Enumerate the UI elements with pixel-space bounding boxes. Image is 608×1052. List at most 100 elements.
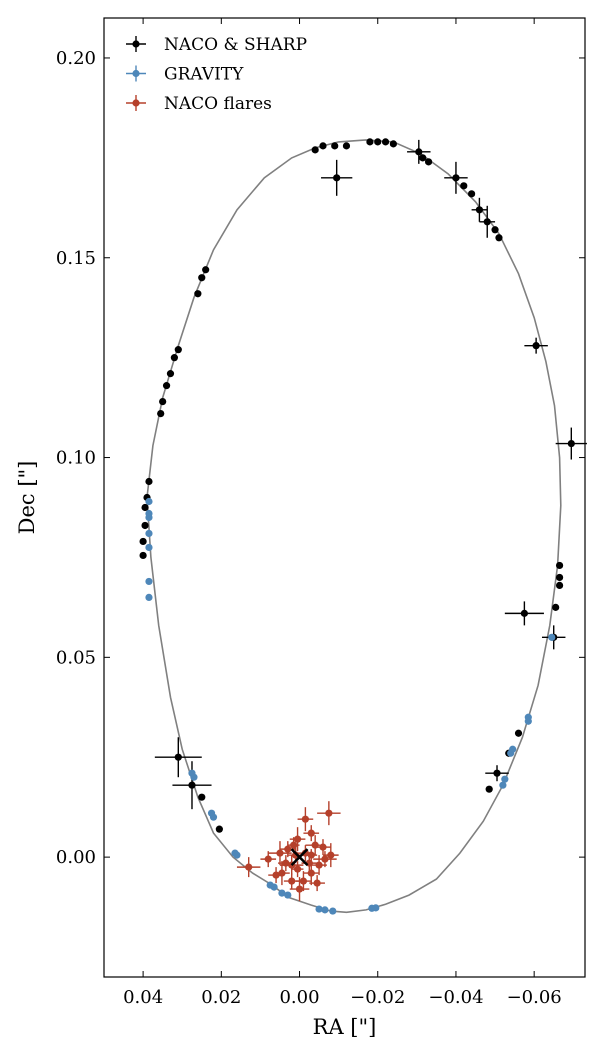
data-point bbox=[325, 809, 333, 817]
data-point bbox=[415, 148, 423, 156]
data-point bbox=[319, 843, 327, 851]
data-point bbox=[460, 182, 468, 190]
data-point bbox=[491, 226, 499, 234]
orbit-line bbox=[146, 139, 562, 914]
data-point bbox=[315, 905, 323, 913]
y-tick-label: 0.05 bbox=[56, 647, 96, 668]
data-point bbox=[313, 879, 321, 887]
data-point bbox=[372, 904, 380, 912]
series-1 bbox=[145, 497, 556, 915]
data-point bbox=[245, 863, 253, 871]
data-point bbox=[552, 603, 560, 611]
legend-swatch-dot bbox=[132, 40, 140, 48]
data-point bbox=[307, 869, 315, 877]
data-point bbox=[321, 906, 329, 914]
data-point bbox=[198, 274, 206, 282]
legend-label: NACO & SHARP bbox=[164, 35, 307, 55]
data-point bbox=[331, 142, 339, 150]
data-point bbox=[139, 537, 147, 546]
data-point bbox=[141, 503, 149, 512]
data-point bbox=[299, 877, 308, 885]
data-point bbox=[319, 142, 327, 150]
data-point bbox=[555, 581, 564, 590]
legend-item-0: NACO & SHARP bbox=[126, 35, 307, 55]
x-axis-label: RA ["] bbox=[313, 1015, 377, 1039]
data-point bbox=[290, 841, 298, 849]
data-point bbox=[424, 158, 433, 166]
data-point bbox=[307, 851, 315, 859]
data-point bbox=[264, 855, 272, 863]
data-point bbox=[190, 773, 198, 781]
data-point bbox=[374, 138, 382, 146]
data-point bbox=[174, 753, 182, 761]
data-point bbox=[467, 190, 476, 198]
data-point bbox=[475, 206, 484, 214]
data-point bbox=[501, 775, 509, 783]
data-point bbox=[381, 138, 390, 146]
data-point bbox=[166, 370, 175, 378]
y-tick-label: 0.00 bbox=[56, 847, 96, 868]
data-point bbox=[499, 781, 507, 789]
data-point bbox=[276, 849, 284, 857]
data-point bbox=[520, 609, 528, 617]
series-0 bbox=[139, 138, 587, 833]
data-point bbox=[270, 883, 278, 891]
data-point bbox=[145, 497, 153, 506]
legend: NACO & SHARP GRAVITY NACO flares bbox=[126, 35, 307, 114]
data-point bbox=[307, 829, 315, 837]
data-point bbox=[282, 859, 290, 867]
data-point bbox=[524, 717, 532, 725]
data-point bbox=[329, 907, 337, 915]
legend-item-1: GRAVITY bbox=[126, 65, 244, 85]
data-point bbox=[485, 785, 493, 793]
data-point bbox=[288, 877, 296, 885]
data-point bbox=[145, 593, 153, 601]
data-point bbox=[555, 561, 564, 570]
x-tick-label: 0.00 bbox=[279, 987, 319, 1008]
data-point bbox=[141, 521, 149, 530]
data-point bbox=[284, 845, 292, 853]
center-marker bbox=[290, 848, 309, 867]
data-point bbox=[315, 861, 323, 869]
center-marker-stroke bbox=[290, 848, 309, 867]
data-point bbox=[295, 885, 304, 893]
data-point bbox=[514, 729, 523, 737]
data-point bbox=[293, 865, 302, 873]
y-tick-label: 0.20 bbox=[56, 48, 96, 69]
data-point bbox=[272, 871, 280, 879]
data-point bbox=[555, 573, 564, 582]
data-point bbox=[198, 793, 206, 801]
data-point bbox=[301, 815, 309, 823]
data-point bbox=[311, 146, 319, 154]
x-tick-label: 0.04 bbox=[123, 987, 163, 1008]
legend-item-2: NACO flares bbox=[126, 94, 272, 114]
data-point bbox=[159, 398, 167, 406]
data-point bbox=[215, 825, 223, 833]
data-point bbox=[389, 140, 397, 148]
x-tick-label: −0.04 bbox=[428, 987, 483, 1008]
legend-label: NACO flares bbox=[164, 94, 272, 114]
data-point bbox=[293, 835, 302, 843]
data-point bbox=[509, 745, 517, 753]
data-point bbox=[284, 891, 292, 899]
data-point bbox=[532, 342, 540, 350]
plot-layer bbox=[139, 138, 587, 915]
data-point bbox=[419, 154, 427, 162]
x-tick-label: −0.06 bbox=[507, 987, 562, 1008]
data-point bbox=[321, 855, 329, 863]
y-tick-label: 0.10 bbox=[56, 448, 96, 469]
data-point bbox=[145, 477, 153, 486]
data-point bbox=[157, 409, 165, 418]
data-point bbox=[278, 889, 286, 897]
x-tick-label: −0.02 bbox=[350, 987, 405, 1008]
data-point bbox=[139, 551, 147, 560]
legend-swatch-dot bbox=[132, 99, 140, 107]
data-point bbox=[233, 851, 241, 859]
data-point bbox=[495, 234, 503, 242]
data-point bbox=[209, 813, 218, 821]
legend-label: GRAVITY bbox=[164, 65, 244, 85]
y-axis-label: Dec ["] bbox=[15, 461, 39, 535]
data-point bbox=[548, 633, 556, 641]
